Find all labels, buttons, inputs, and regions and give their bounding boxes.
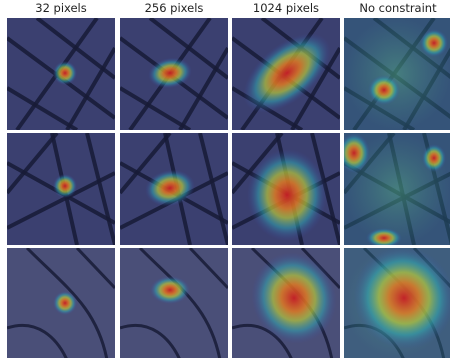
heat-spot [338, 133, 370, 173]
heatmap-cell [7, 18, 115, 130]
heatmap-cell [338, 133, 450, 248]
heatmap-cell [7, 133, 115, 245]
heatmap-cell [335, 228, 450, 358]
heatmap-cell [229, 18, 345, 130]
column-header: 1024 pixels [253, 1, 319, 15]
heatmap-cell [120, 133, 228, 245]
heatmap-cell [7, 248, 115, 358]
column-header: 256 pixels [145, 1, 204, 15]
heat-spot [422, 144, 446, 172]
heat-spot [53, 174, 77, 198]
figure: 32 pixels 256 pixels 1024 pixels No cons… [0, 0, 450, 358]
heat-spot [53, 291, 77, 315]
heatmap-cell [120, 18, 228, 130]
heat-spot [150, 276, 190, 304]
heat-spot [366, 228, 402, 248]
heat-spot [53, 61, 77, 85]
heatmap-cell [232, 240, 349, 358]
heat-spot [420, 29, 448, 57]
image-grid [7, 18, 450, 358]
heatmap-cell [232, 133, 340, 245]
column-header: 32 pixels [35, 1, 87, 15]
column-header: No constraint [359, 1, 437, 15]
heatmap-cell [344, 18, 450, 130]
heat-spot [247, 149, 327, 241]
heatmap-cell [120, 248, 228, 358]
heat-spot [368, 75, 400, 105]
